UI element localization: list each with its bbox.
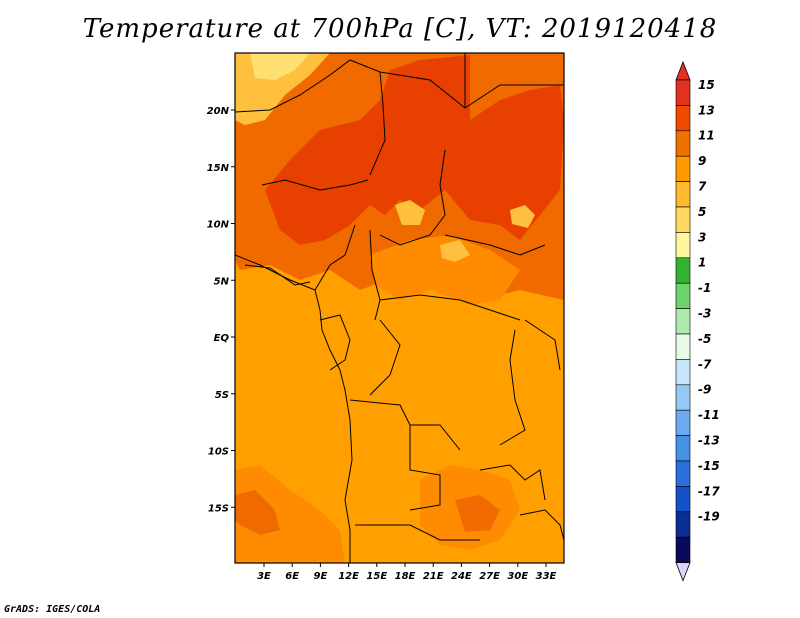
y-tick-label: 5N: [214, 276, 230, 287]
colorbar-segment: [675, 384, 691, 411]
colorbar-top-arrow: [675, 60, 691, 81]
colorbar-segment: [675, 181, 691, 208]
colorbar-segment: [675, 333, 691, 360]
border-egypt-sudan: [464, 53, 564, 109]
border-namibia: [355, 524, 480, 541]
x-tick-label: 18E: [395, 571, 416, 582]
colorbar-segment: [675, 536, 691, 563]
colorbar-label: 3: [698, 230, 706, 244]
colorbar-label: 7: [698, 179, 707, 193]
map-frame: [234, 52, 565, 564]
colorbar-segment: [675, 79, 691, 106]
x-axis: 3E 6E 9E 12E 15E 18E 21E 24E 27E 30E 33E: [257, 563, 557, 582]
colorbar-bottom-arrow: [675, 562, 691, 582]
colorbar-segment: [675, 460, 691, 487]
colorbar-segment: [675, 511, 691, 538]
colorbar-label: 13: [698, 103, 715, 117]
x-tick-label: 3E: [257, 571, 271, 582]
y-tick-label: 10N: [207, 220, 230, 231]
border-kenya-uganda: [524, 319, 561, 371]
y-tick-label: 20N: [207, 106, 230, 117]
field-central-warm: [370, 235, 520, 305]
border-sudan-southsudan: [444, 234, 546, 256]
coastline-gulf: [244, 264, 311, 286]
field-southwest-hot: [235, 490, 280, 535]
field-central-cool-2: [510, 205, 535, 228]
colorbar-label: -13: [698, 433, 720, 447]
colorbar-segment: [675, 486, 691, 513]
border-niger-nigeria: [261, 179, 369, 191]
x-tick-label: 15E: [366, 571, 387, 582]
field-sahel-hot: [265, 55, 564, 245]
grads-credit: GrADS: IGES/COLA: [4, 604, 101, 615]
y-tick-label: EQ: [214, 333, 230, 344]
y-tick-label: 10S: [208, 447, 229, 458]
colorbar-label: 9: [698, 154, 706, 168]
border-mozambique: [519, 509, 564, 541]
field-central-cool-1: [395, 200, 425, 225]
border-gabon: [319, 314, 351, 371]
border-car-drc: [379, 294, 521, 321]
colorbar-segment: [675, 282, 691, 309]
colorbar-label: -17: [698, 484, 720, 498]
map-title: Temperature at 700hPa [C], VT: 201912041…: [82, 14, 718, 44]
colorbar-label: -15: [698, 459, 720, 473]
border-algeria-niger: [235, 59, 466, 113]
x-tick-label: 30E: [507, 571, 528, 582]
colorbar-segment: [675, 206, 691, 233]
colorbar-label: -7: [698, 357, 712, 371]
border-zambia-malawi: [479, 464, 546, 501]
x-tick-label: 27E: [479, 571, 500, 582]
field-central-cool-3: [440, 240, 470, 262]
country-borders: [235, 53, 564, 563]
colorbar-segment: [675, 308, 691, 335]
border-libya-chad: [369, 71, 386, 176]
colorbar-segment: [675, 232, 691, 259]
border-drc-east: [499, 329, 526, 446]
border-chad-sudan: [379, 149, 446, 246]
y-axis: 20N 15N 10N 5N EQ 5S 10S 15S: [207, 106, 235, 514]
colorbar-segment: [675, 155, 691, 182]
x-tick-label: 24E: [451, 571, 472, 582]
border-angola-zambia: [409, 425, 441, 511]
colorbar: 15 13 11 9 7 5 3 1 -1 -3 -5 -7 -9 -11 -13 -15 -17 -19: [675, 60, 720, 582]
colorbar-segment: [675, 409, 691, 436]
y-tick-label: 5S: [215, 390, 229, 401]
colorbar-segment: [675, 130, 691, 157]
field-southeast-hot: [455, 495, 500, 532]
field-northwest-coolest: [250, 53, 310, 80]
colorbar-label: -9: [698, 383, 711, 397]
y-tick-label: 15S: [208, 503, 229, 514]
colorbar-label: 1: [698, 256, 706, 270]
x-tick-label: 21E: [423, 571, 444, 582]
field-southwest-warm: [235, 465, 345, 563]
colorbar-segment: [675, 105, 691, 132]
y-tick-label: 15N: [207, 163, 230, 174]
x-tick-label: 6E: [285, 571, 299, 582]
colorbar-label: 15: [698, 78, 715, 92]
x-tick-label: 12E: [338, 571, 359, 582]
colorbar-label: 5: [698, 205, 706, 219]
border-congo-drc: [369, 319, 401, 396]
x-tick-label: 33E: [536, 571, 557, 582]
colorbar-label: -11: [698, 408, 720, 422]
x-tick-label: 9E: [314, 571, 328, 582]
colorbar-label: 11: [698, 129, 715, 143]
colorbar-label: -19: [698, 510, 720, 524]
colorbar-label: -5: [698, 332, 711, 346]
border-cameroon-car: [369, 229, 381, 321]
colorbar-segment: [675, 359, 691, 386]
colorbar-label: -1: [698, 281, 711, 295]
border-nigeria-cameroon: [314, 224, 356, 291]
colorbar-segment: [675, 435, 691, 462]
colorbar-segment: [675, 257, 691, 284]
coastline-west: [235, 254, 353, 563]
colorbar-label: -3: [698, 306, 711, 320]
temperature-field: [235, 53, 564, 563]
